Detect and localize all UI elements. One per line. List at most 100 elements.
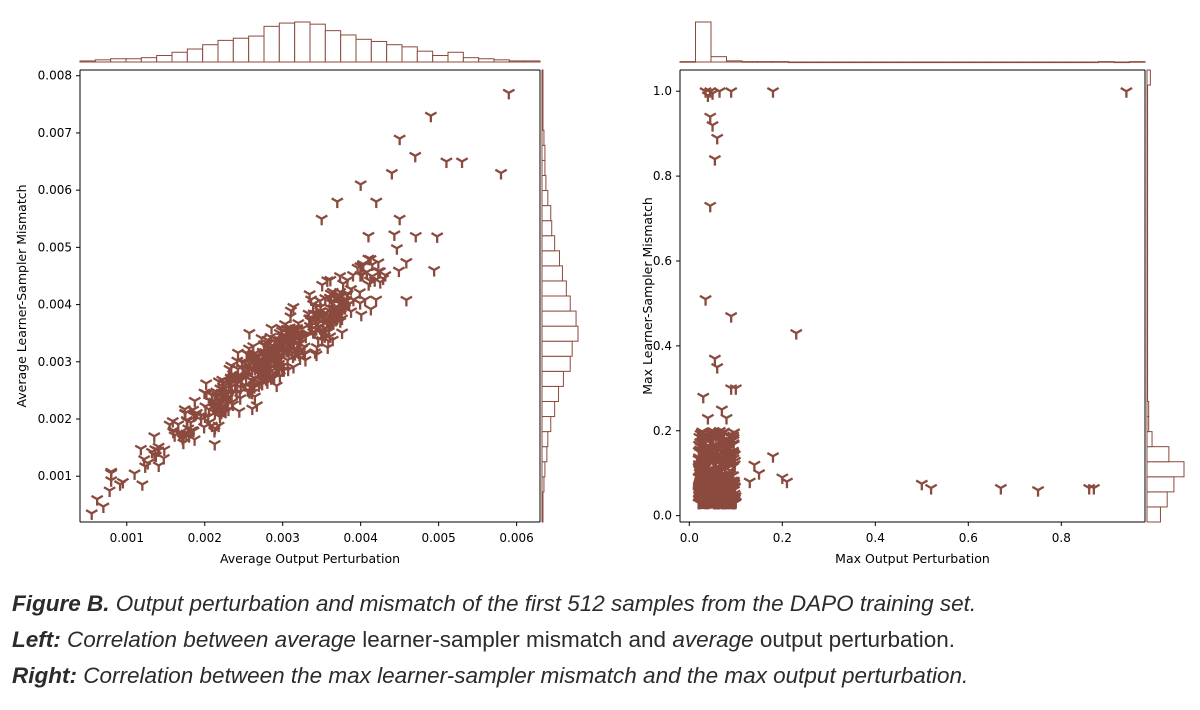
scatter-point-arm-right [253,358,261,364]
scatter-point [363,276,377,288]
scatter-point-arm-right [795,328,803,335]
scatter-point-arm-right [309,290,316,296]
scatter-point-arm-right [316,342,324,349]
y-hist-bar [1146,114,1149,131]
scatter-point [136,480,149,491]
scatter-point [726,462,740,474]
scatter-point [90,494,104,506]
scatter-point-arm-left [720,413,728,420]
y-tick-label: 0.6 [653,254,672,268]
scatter-point-arm-left [790,328,797,335]
scatter-point-arm-left [719,447,727,453]
y-hist-bar [1146,416,1150,433]
scatter-point-arm-left [374,277,381,284]
scatter-point [388,230,401,241]
scatter-point-arm-right [319,296,327,302]
scatter-point-arm-left [722,471,729,478]
scatter-point-arm-right [405,257,413,263]
scatter-point-arm-left [152,461,160,467]
scatter-point-arm-left [693,460,701,467]
y-hist-bar [541,84,544,101]
scatter-point-arm-left [208,391,216,397]
x-hist-bar [416,50,434,63]
scatter-point-arm-left [134,444,142,450]
scatter-point [190,408,203,420]
y-hist-bar [541,400,556,418]
y-hist-bar [1146,250,1149,267]
scatter-point-arm-right [1125,86,1133,93]
scatter-point [729,384,743,395]
scatter-point-arm-right [445,157,453,163]
scatter-point-arm-left [202,405,210,411]
scatter-point-arm-left [720,444,728,450]
scatter-point-arm-left [342,299,350,305]
scatter-point-arm-left [148,431,155,438]
x-hist-bar [788,61,805,64]
scatter-point-arm-right [707,413,715,420]
scatter-point [708,154,722,166]
x-hist-bar [186,48,204,63]
scatter-point-arm-left [250,352,258,358]
scatter-point-arm-left [707,467,715,473]
scatter-point [225,397,239,409]
scatter-point-arm-right [732,462,740,468]
scatter-point-arm-left [255,333,263,340]
scatter-point [303,314,317,325]
scatter-point-arm-left [178,405,186,411]
scatter-point-arm-right [352,295,360,301]
scatter-point-arm-left [90,494,98,501]
y-hist-bar [1146,174,1149,192]
scatter-point [712,427,725,439]
scatter-point-arm-right [508,88,516,94]
y-hist-bar [541,461,546,478]
scatter-point-arm-right [196,408,203,415]
x-hist-bar [156,55,173,63]
y-hist-bar [541,235,556,252]
scatter-point-arm-left [225,397,233,404]
scatter-point-arm-left [373,267,381,273]
scatter-point-arm-right [369,254,377,261]
scatter-point-arm-right [781,473,789,479]
scatter-point [208,439,221,451]
scatter-point-arm-left [693,432,701,438]
scatter-point-arm-left [692,472,700,478]
scatter-point-arm-left [213,412,221,418]
x-hist-bar [462,57,480,63]
x-hist-bar [432,55,449,63]
scatter-point-arm-right [361,261,369,267]
scatter-point [752,468,766,480]
x-hist-bar [478,58,495,63]
scatter-point-arm-right [236,388,243,394]
scatter-point [707,459,720,471]
scatter-point [1031,485,1045,497]
scatter-point-arm-left [97,502,104,508]
scatter-point-arm-left [214,396,221,402]
scatter-point-arm-left [176,434,184,440]
x-hist-bar [355,38,372,63]
y-hist-bar [541,280,567,297]
scatter-point-arm-right [698,463,706,469]
scatter-point [265,323,278,335]
y-hist-bar [541,295,571,312]
scatter-point-arm-left [692,495,700,501]
x-hist-bar [370,40,388,63]
scatter-point-arm-right [275,360,283,366]
x-hist-bar [202,44,219,63]
y-hist-bar [1146,325,1149,342]
x-hist-bar [447,51,464,63]
scatter-point-arm-right [312,299,320,306]
scatter-point-arm-right [251,404,259,410]
scatter-point-arm-left [210,387,217,393]
caption-left-text-c: output perturbation. [753,627,956,652]
y-hist-bar [541,174,547,192]
scatter-point-arm-left [311,309,318,316]
scatter-point-arm-right [292,362,300,368]
scatter-point-arm-right [269,363,276,369]
scatter-point-arm-right [732,470,740,477]
x-hist-bar [757,61,774,63]
scatter-point-arm-right [207,412,215,418]
scatter-point-arm-right [714,354,722,360]
scatter-point-arm-left [326,304,334,311]
scatter-point [924,483,938,495]
y-hist-bar [1146,235,1149,252]
